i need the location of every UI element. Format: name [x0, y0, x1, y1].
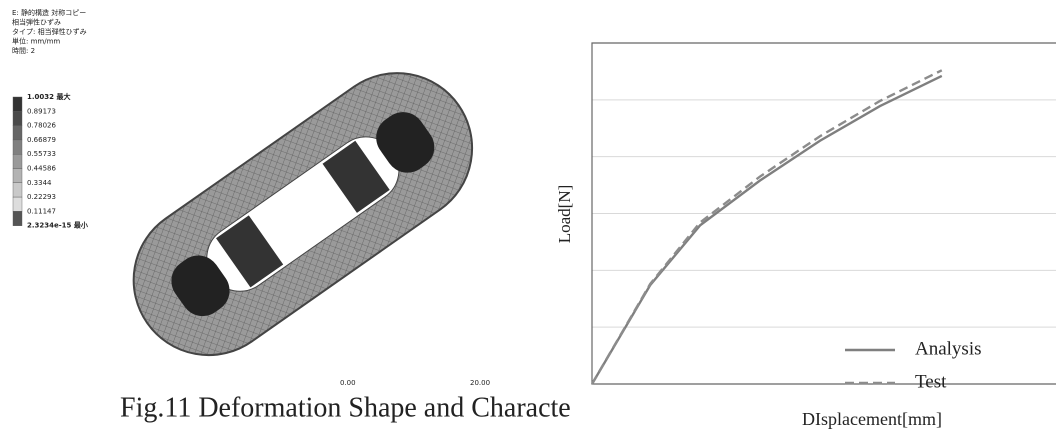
legend-label: 0.44586 — [27, 165, 56, 173]
legend-label: 2.3234e-15 最小 — [27, 221, 88, 230]
y-axis-label: Load[N] — [555, 185, 574, 244]
header-text: 時間: 2 — [12, 47, 35, 55]
legend-band — [12, 139, 23, 155]
plot-frame — [591, 42, 1056, 385]
header-text: 相当弾性ひずみ — [12, 18, 61, 27]
legend-label: Analysis — [915, 338, 982, 359]
link-model — [132, 72, 474, 357]
x-axis-label: DIsplacement[mm] — [802, 409, 942, 429]
legend-band — [12, 196, 23, 212]
legend-band — [12, 168, 23, 184]
scale-label: 0.00 — [340, 379, 356, 387]
legend-label: 1.0032 最大 — [27, 92, 70, 101]
legend-label: Test — [915, 371, 947, 392]
scale-label: 20.00 — [470, 379, 490, 387]
legend-label: 0.55733 — [27, 150, 56, 158]
legend-band — [12, 111, 23, 126]
series-line — [590, 69, 943, 385]
legend-band — [12, 125, 23, 141]
legend-band — [12, 182, 23, 198]
legend-band — [12, 153, 23, 169]
legend-label: 0.66879 — [27, 136, 56, 144]
legend-label: 0.89173 — [27, 107, 56, 115]
legend-label: 0.78026 — [27, 122, 56, 130]
header-text: E: 静的構造 対称コピー — [12, 8, 86, 17]
legend-band — [12, 211, 23, 226]
caption: Fig.11 Deformation Shape and Characte — [120, 392, 571, 423]
header-text: 単位: mm/mm — [12, 37, 60, 46]
chart: Load[N] DIsplacement[mm] Analysis Test — [555, 42, 1056, 429]
legend-label: 0.3344 — [27, 179, 52, 187]
header-text: タイプ: 相当弾性ひずみ — [12, 27, 87, 36]
series-line — [590, 74, 943, 385]
legend-label: 0.22293 — [27, 193, 56, 201]
legend-band — [12, 96, 23, 112]
legend-label: 0.11147 — [27, 207, 56, 215]
